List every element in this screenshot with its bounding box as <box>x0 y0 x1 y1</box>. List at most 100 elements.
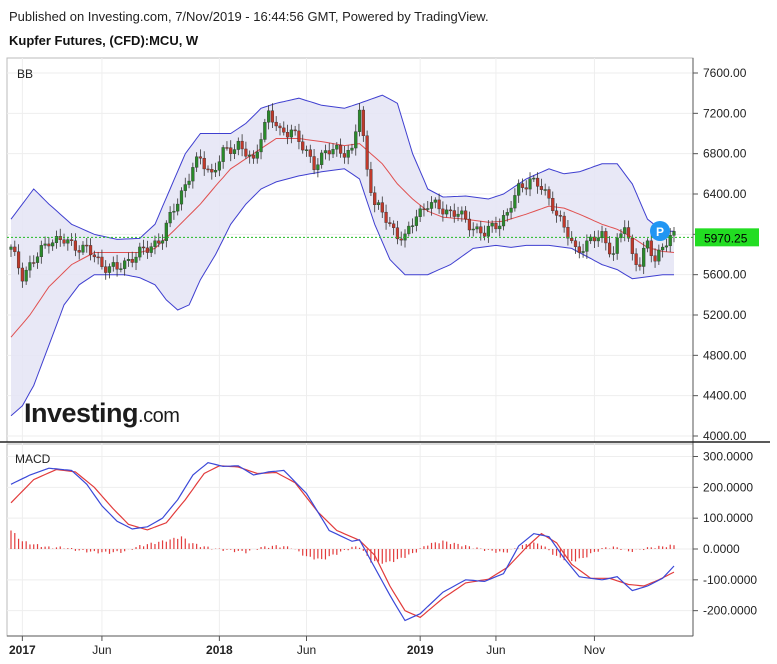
bb-y-tick-label: 7600.00 <box>703 66 747 80</box>
last-price-label: 5970.25 <box>704 231 748 245</box>
candle-body <box>490 223 494 227</box>
candle-body <box>464 210 468 220</box>
candle-body <box>634 253 638 265</box>
candle-body <box>505 212 509 216</box>
candle-body <box>35 256 40 263</box>
candle-body <box>384 211 388 223</box>
candle-body <box>339 144 343 154</box>
candle-body <box>611 253 615 255</box>
candle-body <box>62 239 66 244</box>
bb-pane: P BB <box>7 67 693 417</box>
candle-body <box>570 237 574 241</box>
candle-body <box>248 154 252 157</box>
candle-body <box>179 190 184 205</box>
candle-body <box>536 177 540 187</box>
macd-pane: MACD <box>10 452 675 622</box>
candle-body <box>130 258 134 263</box>
candle-body <box>369 169 373 193</box>
x-tick-label: Jun <box>297 643 316 657</box>
candle-body <box>664 245 669 248</box>
candle-body <box>107 266 112 273</box>
candle-body <box>153 240 157 247</box>
candle-body <box>520 183 525 188</box>
candle-body <box>346 150 350 158</box>
candle-body <box>498 225 502 230</box>
candle-body <box>96 256 100 259</box>
candle-body <box>585 240 589 252</box>
candle-body <box>16 251 21 269</box>
instrument-title: Kupfer Futures, (CFD):MCU, W <box>9 33 199 48</box>
candle-body <box>558 215 562 217</box>
candle-body <box>615 237 619 254</box>
candle-body <box>301 141 305 151</box>
candle-body <box>202 157 206 170</box>
candle-body <box>217 161 221 171</box>
candle-body <box>551 198 555 212</box>
candle-body <box>592 236 597 242</box>
candle-body <box>638 264 642 267</box>
candle-body <box>259 139 263 153</box>
candle-body <box>210 169 214 173</box>
macd-y-tick-label: 300.0000 <box>703 450 753 464</box>
candle-body <box>244 148 248 157</box>
candle-body <box>486 225 490 237</box>
candle-body <box>494 223 498 230</box>
candle-body <box>623 227 627 234</box>
candle-body <box>92 254 96 258</box>
candle-body <box>437 199 441 210</box>
candle-body <box>267 110 271 123</box>
candle-body <box>104 266 108 273</box>
candle-body <box>308 149 312 157</box>
candle-body <box>607 242 612 255</box>
candle-body <box>532 177 536 180</box>
candle-body <box>441 208 445 215</box>
candle-body <box>282 127 286 133</box>
candle-body <box>263 122 267 140</box>
candle-body <box>236 140 240 150</box>
candle-body <box>388 222 392 225</box>
candle-body <box>448 209 453 212</box>
candle-body <box>126 258 131 261</box>
candle-body <box>410 225 415 227</box>
candle-body <box>206 168 210 171</box>
candle-body <box>293 129 297 132</box>
candle-body <box>191 167 195 182</box>
x-tick-label: 2017 <box>9 643 36 657</box>
candle-body <box>335 144 339 150</box>
candle-body <box>20 267 24 282</box>
investing-logo: Investing.com <box>24 398 180 429</box>
candle-body <box>297 130 301 142</box>
candle-body <box>198 156 203 159</box>
candle-body <box>653 255 657 262</box>
candle-body <box>642 247 646 267</box>
candle-body <box>270 110 275 123</box>
bb-y-tick-label: 7200.00 <box>703 106 747 120</box>
candle-body <box>123 260 127 269</box>
candle-body <box>475 226 479 230</box>
candle-body <box>141 246 146 249</box>
candle-body <box>88 245 93 256</box>
logo-suffix: .com <box>138 405 180 427</box>
candle-body <box>251 154 256 159</box>
candle-body <box>187 180 191 185</box>
candle-body <box>145 247 149 253</box>
candle-body <box>357 109 362 132</box>
bb-y-tick-label: 5200.00 <box>703 308 747 322</box>
candle-body <box>433 199 437 203</box>
candle-body <box>626 227 631 239</box>
candle-body <box>240 140 244 150</box>
macd-y-tick-label: 100.0000 <box>703 511 753 525</box>
candle-body <box>649 240 653 256</box>
candle-body <box>600 231 604 239</box>
candle-body <box>657 249 661 262</box>
candle-body <box>54 236 59 243</box>
candle-body <box>331 149 335 155</box>
candle-body <box>429 202 434 209</box>
candle-body <box>70 239 74 241</box>
candle-body <box>471 228 475 231</box>
bb-y-tick-label: 6800.00 <box>703 147 747 161</box>
price-axes: 2017 Jun 2018 Jun 2019 Jun Nov 7600.00 7200.00 68… <box>0 58 770 657</box>
candle-body <box>316 164 320 170</box>
macd-y-tick-label: -100.0000 <box>703 573 757 587</box>
